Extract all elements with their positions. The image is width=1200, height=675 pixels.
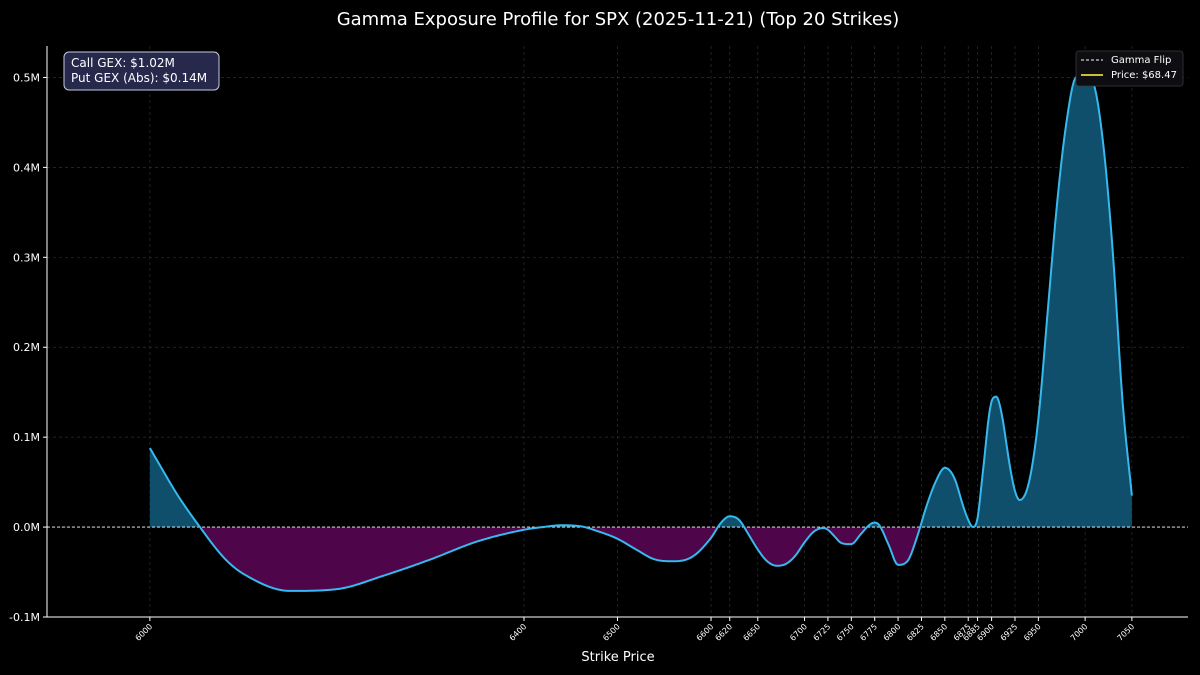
negative-gex-area: [744, 527, 868, 566]
info-box: Call GEX: $1.02M Put GEX (Abs): $0.14M: [63, 51, 220, 91]
legend-label-price: Price: $68.47: [1111, 70, 1177, 81]
y-tick-label: -0.1M: [9, 611, 40, 624]
positive-gex-area: [920, 74, 1132, 528]
gex-fill: [149, 74, 1132, 591]
y-tick-label: 0.3M: [13, 251, 40, 264]
x-axis-label: Strike Price: [581, 650, 654, 665]
gex-curve: [149, 73, 1133, 592]
put-gex-text: Put GEX (Abs): $0.14M: [71, 71, 207, 85]
legend: Gamma Flip Price: $68.47: [1075, 50, 1184, 87]
y-ticks: -0.1M 0.0M 0.1M 0.2M 0.3M 0.4M 0.5M: [9, 71, 47, 624]
chart-title: Gamma Exposure Profile for SPX (2025-11-…: [337, 9, 900, 30]
info-box-frame: [63, 51, 220, 91]
negative-gex-area: [584, 527, 718, 562]
call-gex-text: Call GEX: $1.02M: [71, 56, 175, 70]
y-tick-label: 0.4M: [13, 161, 40, 174]
y-tick-label: 0.2M: [13, 341, 40, 354]
y-tick-label: 0.5M: [13, 71, 40, 84]
positive-gex-area: [149, 447, 200, 528]
y-tick-label: 0.1M: [13, 431, 40, 444]
negative-gex-area: [199, 527, 543, 591]
legend-label-gamma-flip: Gamma Flip: [1111, 55, 1171, 66]
y-tick-label: 0.0M: [13, 521, 40, 534]
